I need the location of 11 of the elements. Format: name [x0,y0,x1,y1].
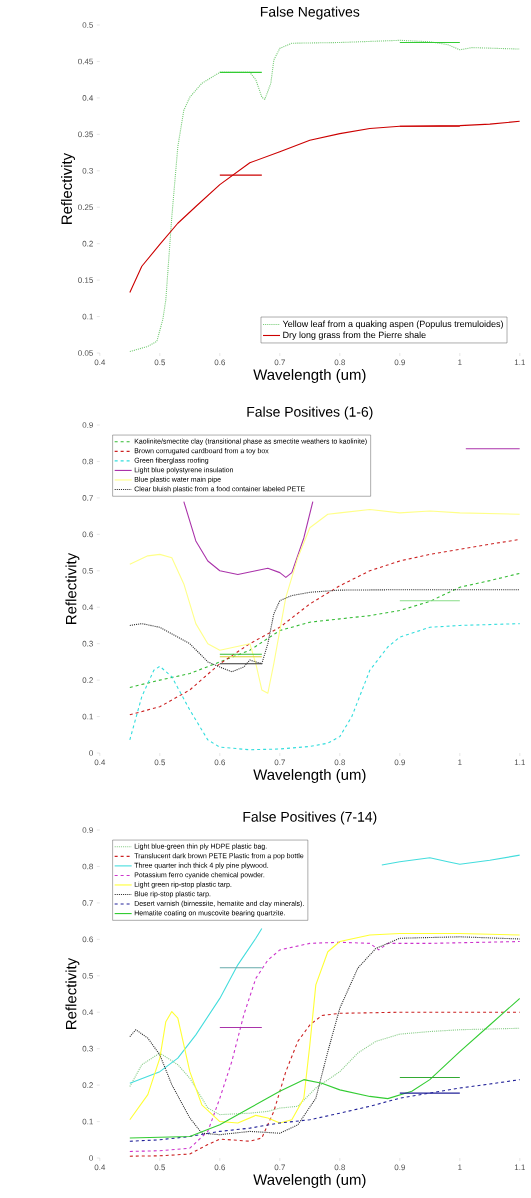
chart-title: False Positives (7-14) [243,811,377,825]
x-axis-title: Wavelength (um) [253,769,366,783]
y-axis-title: Reflectivity [61,152,76,224]
legend-label: Yellow leaf from a quaking aspen (Populus tremuloides) [282,320,504,329]
x-axis-title: Wavelength (um) [253,369,366,383]
legend-label: Dry long grass from the Pierre shale [283,331,426,340]
y-axis-title: Reflectivity [65,552,80,624]
chart-title: False Negatives [261,6,360,20]
y-axis-title: Reflectivity [65,957,80,1029]
chart-title: False Positives (1-6) [247,406,373,420]
x-axis-title: Wavelength (um) [253,1174,366,1188]
